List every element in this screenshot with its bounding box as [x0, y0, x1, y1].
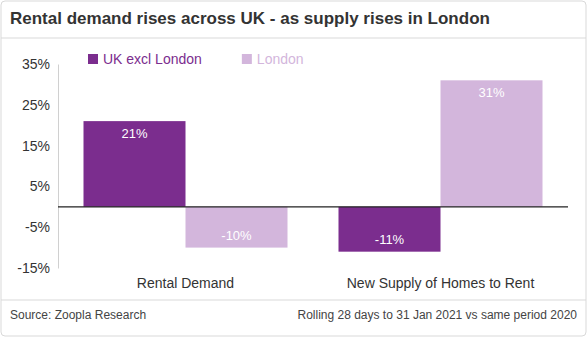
y-tick: -15% [17, 260, 58, 276]
legend-swatch [242, 54, 252, 64]
y-tick-label: -15% [17, 260, 50, 276]
chart: Rental demand rises across UK - as suppl… [0, 0, 587, 337]
data-label: 31% [478, 85, 504, 100]
legend-item: UK excl London [88, 51, 202, 67]
legend-label: UK excl London [103, 51, 202, 67]
x-axis: Rental Demand New Supply of Homes to Rent [137, 275, 535, 291]
frame [1, 1, 586, 336]
data-label: -11% [375, 232, 405, 247]
bar [339, 207, 441, 252]
zero-line [58, 206, 568, 207]
x-tick: Rental Demand [137, 275, 234, 291]
y-tick: 15% [22, 138, 58, 154]
y-tick-label: 5% [30, 178, 50, 194]
legend-swatch [88, 54, 98, 64]
y-tick-label: 25% [22, 97, 50, 113]
bar [84, 121, 186, 207]
title: Rental demand rises across UK - as suppl… [10, 9, 490, 28]
legend: UK excl London London [88, 51, 304, 67]
data-label: 21% [121, 126, 147, 141]
data-label: -10% [221, 228, 252, 243]
separator [1, 38, 586, 39]
annotation: Rolling 28 days to 31 Jan 2021 vs same p… [297, 308, 577, 322]
annotation: Source: Zoopla Research [10, 308, 146, 322]
y-axis-line [58, 65, 59, 269]
y-tick: 5% [30, 178, 58, 194]
bar [441, 80, 543, 206]
x-tick: New Supply of Homes to Rent [347, 275, 535, 291]
bar [186, 207, 288, 248]
y-tick: -5% [25, 219, 58, 235]
y-tick-label: 15% [22, 138, 50, 154]
bars [84, 80, 543, 251]
y-tick-label: -5% [25, 219, 50, 235]
x-tick-label: New Supply of Homes to Rent [347, 275, 535, 291]
legend-item: London [242, 51, 304, 67]
x-tick-label: Rental Demand [137, 275, 234, 291]
separator [1, 300, 586, 301]
data-labels: 21% -11% -10% 31% [121, 85, 504, 246]
y-tick-label: 35% [22, 56, 50, 72]
legend-label: London [257, 51, 304, 67]
y-axis: 35% 25% 15% 5% -5% -15% [17, 56, 58, 276]
y-tick: 25% [22, 97, 58, 113]
y-tick: 35% [22, 56, 58, 72]
